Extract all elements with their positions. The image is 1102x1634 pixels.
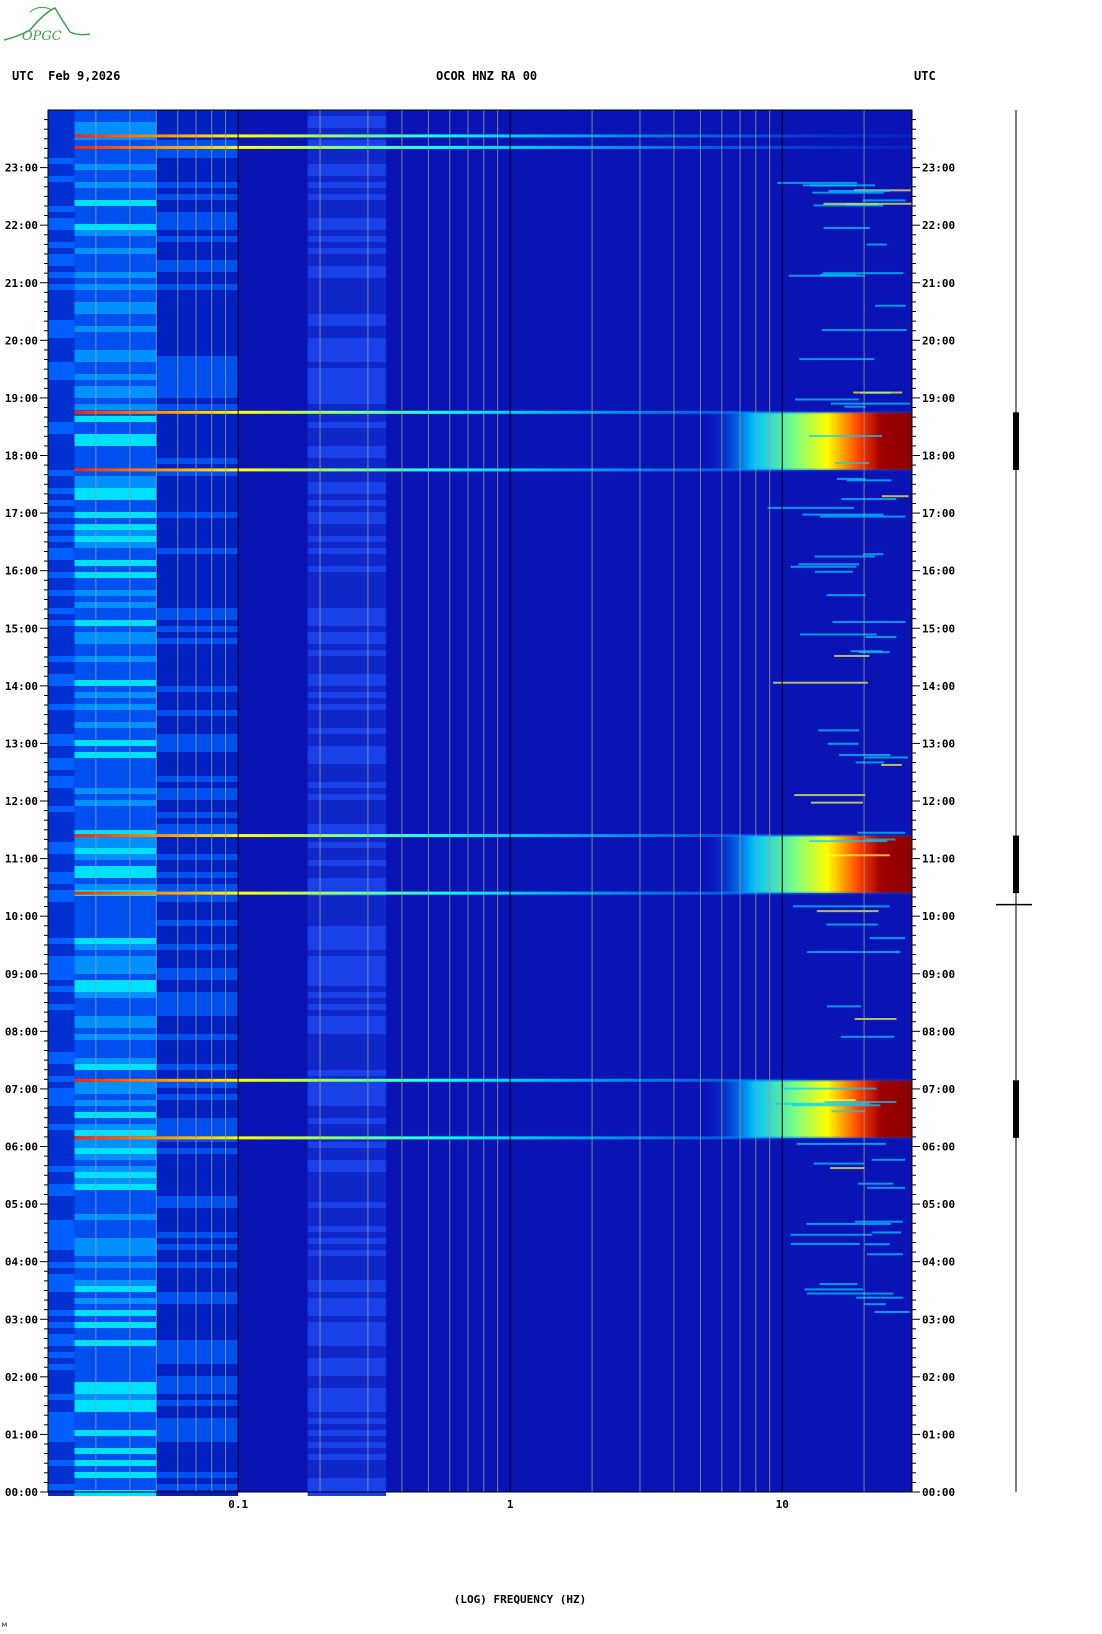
y-tick-label-left: 16:00 xyxy=(5,565,38,578)
hf-event-0 xyxy=(700,1080,912,1138)
y-tick-label-right: 12:00 xyxy=(922,795,955,808)
broadband-line-2 xyxy=(74,891,912,895)
y-tick-label-left: 00:00 xyxy=(5,1486,38,1499)
broadband-line-0 xyxy=(74,1136,912,1140)
x-tick-label: 1 xyxy=(507,1498,514,1511)
station-label: OCOR HNZ RA 00 xyxy=(436,69,538,83)
y-tick-label-right: 20:00 xyxy=(922,334,955,347)
broadband-line-3 xyxy=(74,834,912,838)
y-tick-label-left: 04:00 xyxy=(5,1256,38,1269)
y-tick-label-right: 21:00 xyxy=(922,277,955,290)
y-tick-label-left: 12:00 xyxy=(5,795,38,808)
logo-swoosh xyxy=(3,7,91,41)
y-tick-label-right: 14:00 xyxy=(922,680,955,693)
y-tick-label-left: 10:00 xyxy=(5,910,38,923)
y-tick-label-right: 09:00 xyxy=(922,968,955,981)
y-tick-label-left: 21:00 xyxy=(5,277,38,290)
corner-mark: м xyxy=(2,1620,7,1629)
utc-right-label: UTC xyxy=(914,69,936,83)
y-tick-label-left: 15:00 xyxy=(5,622,38,635)
broadband-line-7 xyxy=(74,134,912,138)
y-tick-label-left: 08:00 xyxy=(5,1025,38,1038)
x-axis-label: (LOG) FREQUENCY (HZ) xyxy=(453,1593,587,1606)
logo-curve xyxy=(29,6,53,13)
y-tick-label-right: 16:00 xyxy=(922,565,955,578)
y-tick-label-right: 10:00 xyxy=(922,910,955,923)
y-tick-label-right: 23:00 xyxy=(922,162,955,175)
broadband-line-6 xyxy=(74,145,912,149)
y-tick-label-left: 20:00 xyxy=(5,334,38,347)
trace-burst xyxy=(1013,412,1019,470)
y-tick-label-right: 05:00 xyxy=(922,1198,955,1211)
hf-event-2 xyxy=(700,412,912,470)
hf-event-1 xyxy=(700,835,912,894)
y-tick-label-left: 22:00 xyxy=(5,219,38,232)
y-tick-label-left: 02:00 xyxy=(5,1371,38,1384)
trace-burst xyxy=(1013,1080,1019,1138)
y-tick-label-left: 17:00 xyxy=(5,507,38,520)
y-tick-label-left: 19:00 xyxy=(5,392,38,405)
y-tick-label-right: 11:00 xyxy=(922,853,955,866)
y-tick-label-right: 06:00 xyxy=(922,1141,955,1154)
y-tick-label-right: 13:00 xyxy=(922,737,955,750)
y-tick-label-left: 14:00 xyxy=(5,680,38,693)
y-tick-label-right: 07:00 xyxy=(922,1083,955,1096)
broadband-line-1 xyxy=(74,1078,912,1082)
y-tick-label-left: 18:00 xyxy=(5,450,38,463)
y-tick-label-right: 15:00 xyxy=(922,622,955,635)
trace-burst xyxy=(1013,835,1019,894)
y-tick-label-right: 17:00 xyxy=(922,507,955,520)
broadband-line-4 xyxy=(74,468,912,472)
y-tick-label-right: 08:00 xyxy=(922,1025,955,1038)
y-tick-label-right: 04:00 xyxy=(922,1256,955,1269)
opgc-logo: OPGC xyxy=(3,6,91,44)
y-tick-label-right: 02:00 xyxy=(922,1371,955,1384)
broadband-line-5 xyxy=(74,410,912,414)
y-tick-label-left: 23:00 xyxy=(5,162,38,175)
x-tick-label: 0.1 xyxy=(228,1498,248,1511)
y-tick-label-left: 01:00 xyxy=(5,1428,38,1441)
logo-text: OPGC xyxy=(22,29,62,44)
y-tick-label-left: 11:00 xyxy=(5,853,38,866)
y-tick-label-left: 09:00 xyxy=(5,968,38,981)
y-tick-label-right: 03:00 xyxy=(922,1313,955,1326)
y-tick-label-right: 01:00 xyxy=(922,1428,955,1441)
y-tick-label-left: 06:00 xyxy=(5,1141,38,1154)
x-tick-label: 10 xyxy=(776,1498,789,1511)
y-tick-label-left: 13:00 xyxy=(5,737,38,750)
y-tick-label-left: 03:00 xyxy=(5,1313,38,1326)
y-tick-label-right: 22:00 xyxy=(922,219,955,232)
utc-date-label: UTC Feb 9,2026 xyxy=(12,69,121,83)
y-tick-label-right: 19:00 xyxy=(922,392,955,405)
y-tick-label-left: 07:00 xyxy=(5,1083,38,1096)
y-tick-label-left: 05:00 xyxy=(5,1198,38,1211)
y-tick-label-right: 00:00 xyxy=(922,1486,955,1499)
y-tick-label-right: 18:00 xyxy=(922,450,955,463)
